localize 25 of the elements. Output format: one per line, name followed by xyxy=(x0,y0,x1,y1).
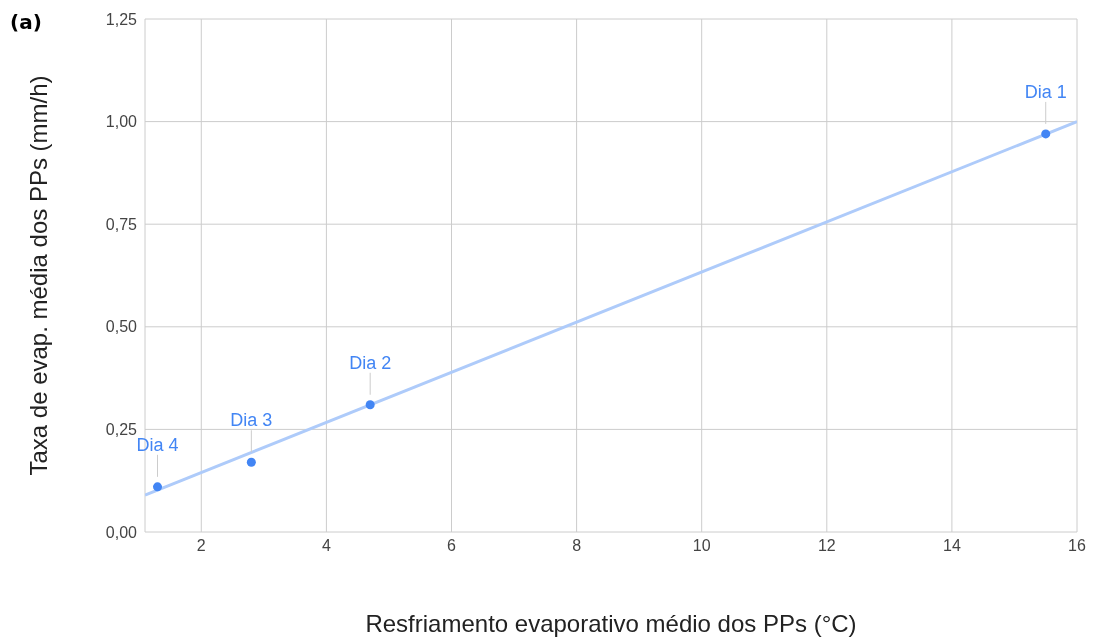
point xyxy=(1041,129,1051,139)
annotation: Dia 1 xyxy=(1024,81,1067,102)
x-tick-label: 16 xyxy=(1068,537,1086,555)
annotation: Dia 2 xyxy=(349,352,392,373)
y-tick-label: 0,50 xyxy=(105,318,138,336)
x-axis-title: Resfriamento evaporativo médio dos PPs (°C) xyxy=(365,610,857,637)
x-tick-label: 4 xyxy=(321,537,331,555)
y-tick-label: 0,75 xyxy=(105,215,138,233)
x-tick-label: 2 xyxy=(196,537,206,555)
point xyxy=(365,400,375,410)
y-tick-label: 0,25 xyxy=(105,421,138,439)
y-tick-label: 1,25 xyxy=(105,10,138,28)
y-tick-label: 0,00 xyxy=(105,523,138,541)
x-tick-label: 12 xyxy=(817,537,836,555)
point xyxy=(246,457,256,467)
x-tick-label: 10 xyxy=(692,537,711,555)
y-axis-title: Taxa de evap. média dos PPs (mm/h) xyxy=(24,75,52,476)
y-tick-label: 1,00 xyxy=(105,113,138,131)
x-tick-label: 14 xyxy=(943,537,961,555)
x-tick-label: 8 xyxy=(572,537,582,555)
annotation: Dia 3 xyxy=(230,410,273,431)
annotation: Dia 4 xyxy=(136,434,179,455)
text: (a) xyxy=(10,10,42,34)
point xyxy=(153,482,163,492)
x-tick-label: 6 xyxy=(447,537,457,555)
